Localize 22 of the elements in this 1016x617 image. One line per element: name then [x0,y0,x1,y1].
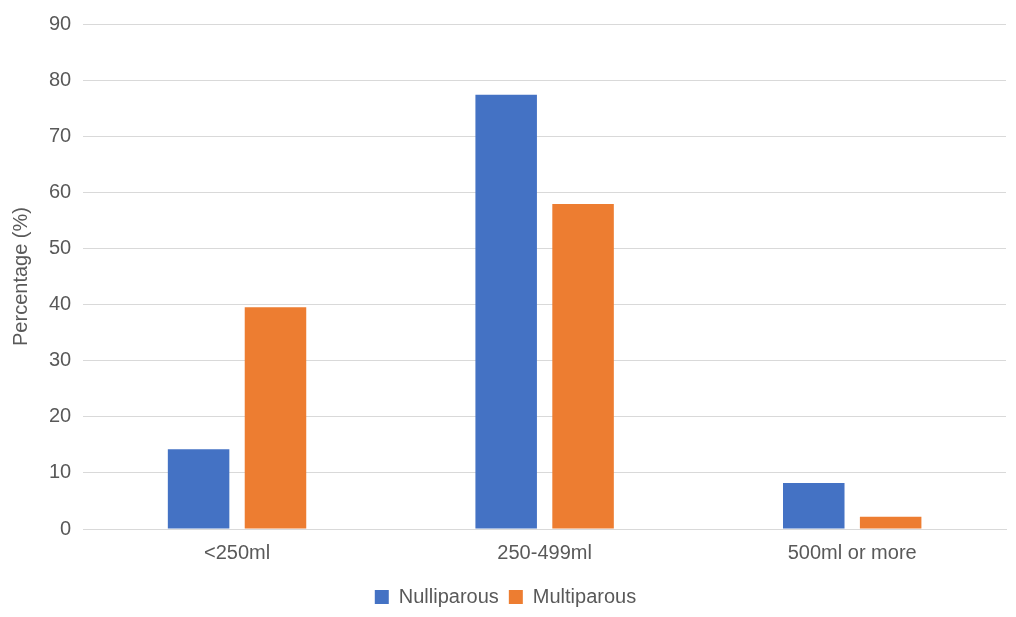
bar [552,204,614,529]
y-tick-label: 10 [49,460,72,483]
x-tick-label: 500ml or more [787,540,917,563]
y-tick-label: 20 [49,404,72,427]
bar [244,307,307,529]
bar [475,94,537,529]
y-tick-label: 40 [49,292,72,315]
y-tick-label: 60 [49,179,72,202]
y-tick-label: 80 [49,67,72,90]
y-tick-label: 70 [49,123,72,146]
x-tick-label: <250ml [203,540,271,563]
bar [783,482,845,529]
bar [859,516,922,529]
legend-label: Multiparous [532,584,637,607]
y-tick-label: 90 [49,11,72,34]
y-tick-label: 30 [49,348,72,371]
bar [167,449,230,529]
legend-label: Nulliparous [398,584,499,607]
y-tick-label: 0 [60,516,72,539]
y-tick-label: 50 [49,235,72,258]
x-tick-label: 250-499ml [497,540,592,563]
y-axis-title: Percentage (%) [8,207,31,346]
